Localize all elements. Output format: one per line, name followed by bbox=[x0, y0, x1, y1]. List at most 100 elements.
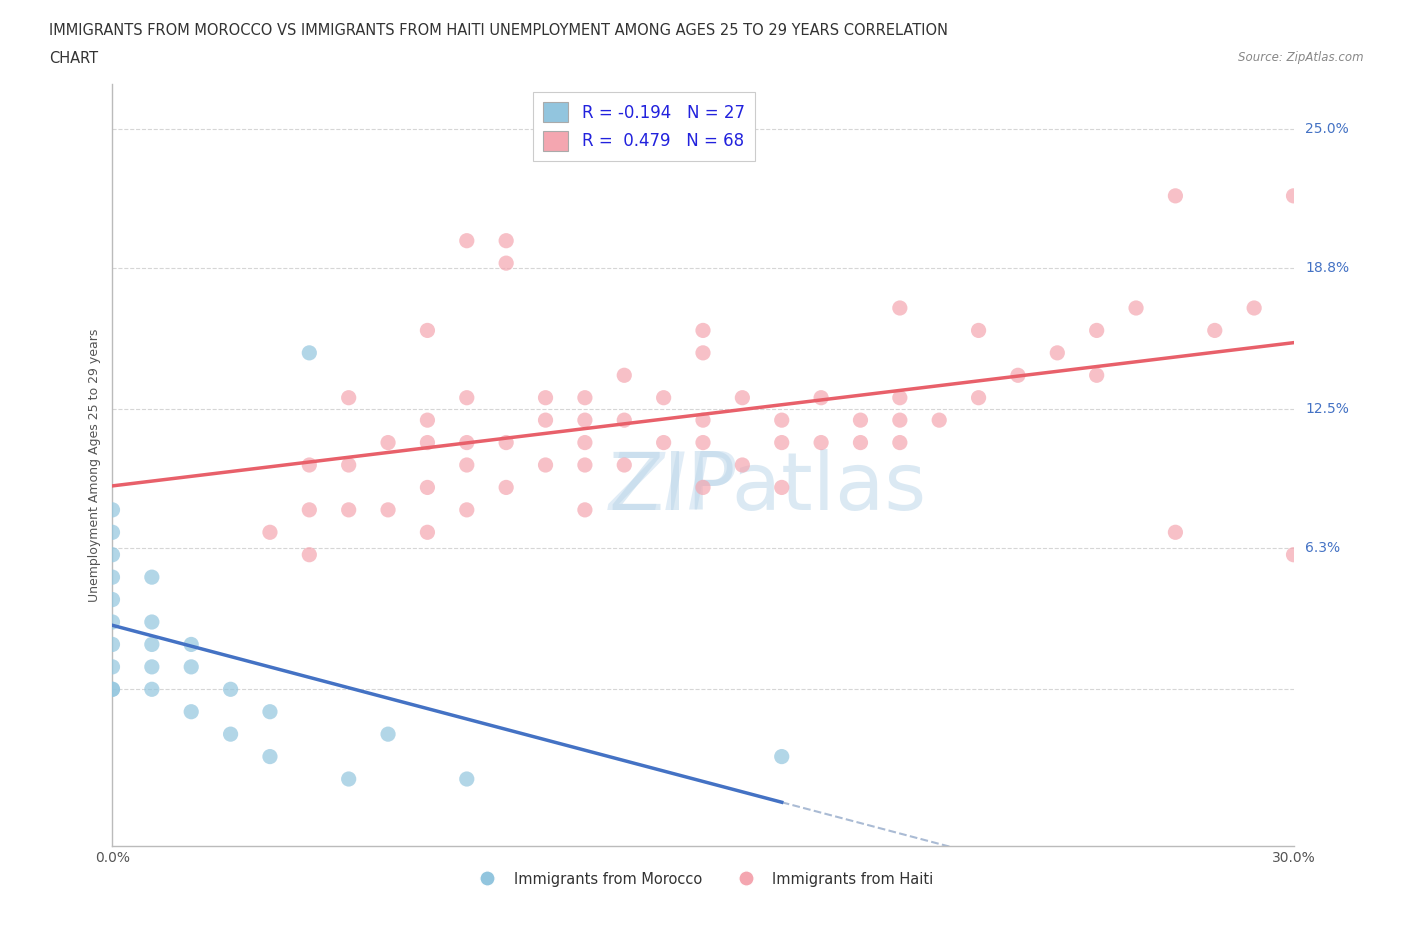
Point bbox=[141, 615, 163, 630]
Point bbox=[456, 502, 478, 517]
Point bbox=[101, 502, 124, 517]
Point bbox=[219, 726, 242, 741]
Point bbox=[652, 435, 675, 450]
Point bbox=[298, 345, 321, 360]
Point bbox=[574, 502, 596, 517]
Point bbox=[770, 480, 793, 495]
Point bbox=[141, 682, 163, 697]
Point bbox=[770, 435, 793, 450]
Point bbox=[1204, 323, 1226, 338]
Point bbox=[456, 233, 478, 248]
Point bbox=[416, 525, 439, 539]
Point bbox=[495, 256, 517, 271]
Point bbox=[141, 659, 163, 674]
Text: IMMIGRANTS FROM MOROCCO VS IMMIGRANTS FROM HAITI UNEMPLOYMENT AMONG AGES 25 TO 2: IMMIGRANTS FROM MOROCCO VS IMMIGRANTS FR… bbox=[49, 23, 948, 38]
Point bbox=[534, 391, 557, 405]
Point bbox=[298, 502, 321, 517]
Text: 12.5%: 12.5% bbox=[1305, 402, 1350, 416]
Point bbox=[377, 726, 399, 741]
Point bbox=[141, 570, 163, 585]
Point bbox=[928, 413, 950, 428]
Point bbox=[298, 458, 321, 472]
Point bbox=[180, 704, 202, 719]
Point bbox=[377, 435, 399, 450]
Point bbox=[1282, 189, 1305, 204]
Point bbox=[495, 435, 517, 450]
Point bbox=[1243, 300, 1265, 315]
Point bbox=[1164, 525, 1187, 539]
Point bbox=[574, 391, 596, 405]
Point bbox=[298, 547, 321, 562]
Point bbox=[456, 435, 478, 450]
Point bbox=[849, 413, 872, 428]
Text: 25.0%: 25.0% bbox=[1305, 122, 1350, 136]
Point bbox=[1046, 345, 1069, 360]
Point bbox=[101, 525, 124, 539]
Point bbox=[652, 391, 675, 405]
Point bbox=[337, 502, 360, 517]
Point bbox=[495, 233, 517, 248]
Point bbox=[337, 772, 360, 787]
Point bbox=[849, 435, 872, 450]
Point bbox=[1125, 300, 1147, 315]
Point bbox=[613, 413, 636, 428]
Point bbox=[101, 659, 124, 674]
Text: 18.8%: 18.8% bbox=[1305, 260, 1350, 274]
Point bbox=[967, 323, 990, 338]
Point bbox=[889, 413, 911, 428]
Point bbox=[692, 323, 714, 338]
Point bbox=[180, 659, 202, 674]
Point bbox=[337, 458, 360, 472]
Point bbox=[1085, 368, 1108, 383]
Point bbox=[534, 413, 557, 428]
Point bbox=[613, 458, 636, 472]
Point bbox=[1085, 323, 1108, 338]
Point bbox=[259, 525, 281, 539]
Text: CHART: CHART bbox=[49, 51, 98, 66]
Point bbox=[495, 480, 517, 495]
Point bbox=[731, 391, 754, 405]
Text: ZIP: ZIP bbox=[609, 449, 735, 527]
Point bbox=[810, 391, 832, 405]
Point bbox=[574, 413, 596, 428]
Point bbox=[456, 772, 478, 787]
Point bbox=[101, 592, 124, 607]
Point bbox=[416, 480, 439, 495]
Point bbox=[574, 435, 596, 450]
Point bbox=[889, 435, 911, 450]
Point bbox=[692, 413, 714, 428]
Point bbox=[613, 368, 636, 383]
Point bbox=[692, 435, 714, 450]
Point bbox=[770, 413, 793, 428]
Point bbox=[416, 435, 439, 450]
Point bbox=[416, 413, 439, 428]
Text: ZIPatlas: ZIPatlas bbox=[609, 449, 927, 527]
Point bbox=[810, 435, 832, 450]
Point bbox=[534, 458, 557, 472]
Point bbox=[377, 502, 399, 517]
Point bbox=[416, 323, 439, 338]
Point bbox=[101, 682, 124, 697]
Point bbox=[141, 637, 163, 652]
Point bbox=[1007, 368, 1029, 383]
Point bbox=[259, 750, 281, 764]
Point bbox=[337, 391, 360, 405]
Point bbox=[180, 637, 202, 652]
Point bbox=[692, 480, 714, 495]
Point bbox=[889, 391, 911, 405]
Point bbox=[101, 547, 124, 562]
Point bbox=[731, 458, 754, 472]
Text: Source: ZipAtlas.com: Source: ZipAtlas.com bbox=[1239, 51, 1364, 64]
Point bbox=[101, 637, 124, 652]
Point bbox=[456, 391, 478, 405]
Point bbox=[101, 682, 124, 697]
Legend: Immigrants from Morocco, Immigrants from Haiti: Immigrants from Morocco, Immigrants from… bbox=[467, 866, 939, 893]
Point bbox=[219, 682, 242, 697]
Point bbox=[1282, 547, 1305, 562]
Point bbox=[101, 570, 124, 585]
Point bbox=[101, 615, 124, 630]
Point bbox=[259, 704, 281, 719]
Point bbox=[692, 345, 714, 360]
Point bbox=[1164, 189, 1187, 204]
Point bbox=[889, 300, 911, 315]
